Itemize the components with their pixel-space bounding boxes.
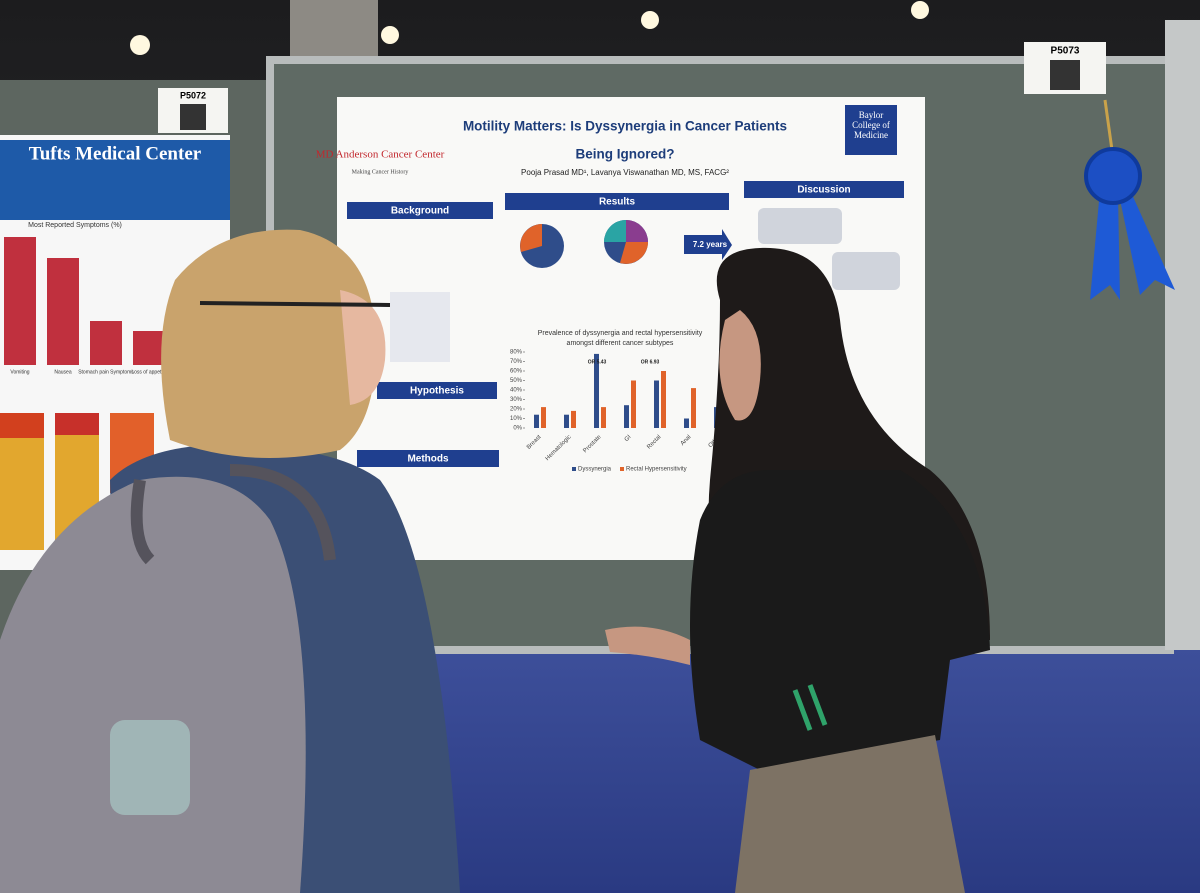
y-tick-label: 20% <box>510 407 523 413</box>
left-bar <box>55 413 99 435</box>
section-title: Discussion <box>797 185 850 196</box>
partner-logo: Baylor College of Medicine <box>852 110 890 140</box>
bar-label: Loss of appetite <box>131 369 167 375</box>
bar <box>654 380 659 428</box>
legend-label: Dyssynergia <box>578 467 612 473</box>
section-title: Methods <box>407 454 449 465</box>
face <box>340 290 386 405</box>
y-tick-label: 10% <box>510 416 523 422</box>
ribbon-hook <box>1103 99 1114 151</box>
left-bar <box>4 237 36 365</box>
light <box>911 1 929 19</box>
arrow <box>684 229 732 260</box>
y-tick-label: 70% <box>510 359 523 365</box>
left-poster-header <box>0 140 230 220</box>
bar <box>624 405 629 428</box>
section-title: Background <box>391 206 449 217</box>
ribbon-rosette <box>1084 147 1142 205</box>
discussion-box <box>758 208 842 244</box>
face <box>719 310 761 421</box>
badge-ribbon <box>792 684 828 731</box>
bar-label: Vomiting <box>10 369 29 375</box>
section-header <box>357 450 499 467</box>
bar <box>684 418 689 428</box>
bar <box>631 380 636 428</box>
x-tick-label: GI <box>624 434 633 443</box>
qr-code <box>1050 60 1080 90</box>
y-tick-label: 40% <box>510 388 523 394</box>
bar <box>601 407 606 428</box>
institution: MD Anderson Cancer Center <box>316 149 445 161</box>
section-header <box>347 202 493 219</box>
light <box>381 26 399 44</box>
y-tick-label: 30% <box>510 397 523 403</box>
pie-slice <box>520 224 542 252</box>
board-number: P5073 <box>1051 46 1080 57</box>
logo: Tufts Medical Center <box>29 143 202 164</box>
left-bar <box>90 321 122 365</box>
figure <box>390 292 450 362</box>
light <box>641 11 659 29</box>
bar <box>691 388 696 428</box>
bar <box>534 414 539 428</box>
left-bar <box>0 413 44 438</box>
chart-title: Prevalence of dyssynergia and rectal hyp… <box>538 330 703 337</box>
authors: Pooja Prasad MD¹, Lavanya Viswanathan MD… <box>521 168 729 177</box>
y-tick-label: 0% <box>513 426 522 432</box>
board-number: P5072 <box>180 90 206 100</box>
chart-title: amongst different cancer subtypes <box>567 340 674 347</box>
y-tick-label: 50% <box>510 378 523 384</box>
discussion-box <box>832 252 900 290</box>
black-top <box>690 470 990 770</box>
section-header <box>377 382 497 399</box>
bar <box>564 414 569 428</box>
light <box>130 35 150 55</box>
bar-label: Nausea <box>54 369 71 375</box>
backpack <box>0 476 306 893</box>
section-title: Hypothesis <box>410 386 464 397</box>
legend-swatch <box>572 467 576 471</box>
partner-logo-box <box>845 105 897 155</box>
board-edge <box>1165 20 1200 650</box>
glasses <box>199 301 391 307</box>
time-label: 7.2 years <box>693 240 728 249</box>
legend-label: Rectal Hypersensitivity <box>626 467 687 473</box>
partner-logo-text: Baylor College of Medicine <box>852 110 890 140</box>
section-header <box>744 181 904 198</box>
bottle <box>110 720 190 815</box>
bar <box>594 353 599 428</box>
poster-title: Being Ignored? <box>576 147 675 162</box>
bar <box>661 371 666 428</box>
section-header <box>505 193 729 210</box>
qr-code <box>180 104 206 130</box>
annotation: OR 6.93 <box>641 359 660 365</box>
backpack-strap <box>130 464 336 565</box>
y-tick-label: 80% <box>510 350 523 356</box>
left-bar <box>47 258 79 365</box>
hair <box>161 229 376 458</box>
hand <box>605 626 690 665</box>
y-tick-label: 60% <box>510 369 523 375</box>
section-title: Results <box>599 197 636 208</box>
tagline: Making Cancer History <box>352 169 409 175</box>
left-bar <box>133 331 165 365</box>
chart-title: Most Reported Symptoms (%) <box>28 222 122 229</box>
pie-slice <box>626 220 648 242</box>
legend-swatch <box>620 467 624 471</box>
bar-label: Stomach pain Symptoms <box>78 369 134 375</box>
annotation: OR 5.43 <box>588 359 607 365</box>
bar <box>541 407 546 428</box>
ribbon-tails <box>1090 190 1175 300</box>
pie-slice <box>604 220 626 242</box>
trousers <box>735 735 965 893</box>
poster-title: Motility Matters: Is Dyssynergia in Canc… <box>463 119 787 134</box>
bar <box>571 410 576 428</box>
pie-slice <box>620 242 648 264</box>
